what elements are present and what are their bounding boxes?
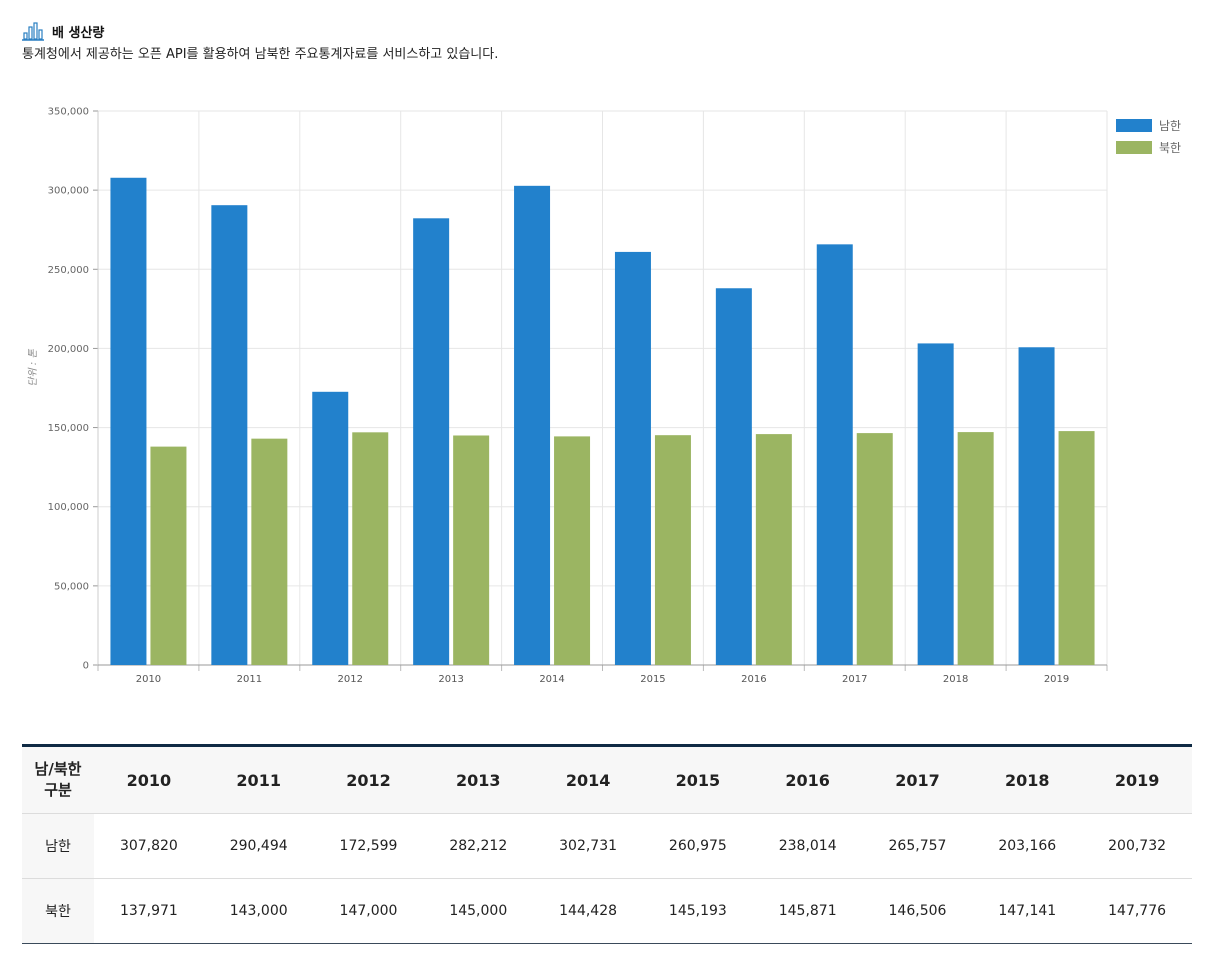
bar-north [957, 432, 994, 665]
bar-north [856, 433, 893, 665]
x-tick-label: 2014 [539, 674, 564, 685]
table-cell: 146,506 [888, 903, 947, 919]
table-cell: 145,193 [668, 903, 727, 919]
y-tick-label: 0 [83, 661, 89, 672]
legend-swatch [1116, 141, 1152, 154]
table-header-year: 2012 [313, 747, 424, 814]
table-header-year: 2010 [94, 747, 204, 814]
legend-label: 남한 [1159, 119, 1181, 133]
table-header-year: 2017 [862, 747, 973, 814]
x-tick-label: 2010 [136, 674, 161, 685]
table-cell: 302,731 [533, 813, 643, 879]
x-tick-label: 2015 [640, 674, 665, 685]
bar-south [514, 185, 551, 665]
y-tick-label: 200,000 [48, 344, 89, 355]
bar-chart-icon [22, 22, 44, 41]
y-tick-label: 300,000 [48, 186, 89, 197]
table-header-year: 2018 [972, 747, 1083, 814]
table-header-label: 남/북한 구분 [22, 747, 94, 814]
table-header-row: 남/북한 구분 2010 2011 2012 2013 2014 2015 20… [22, 747, 1192, 814]
bar-south [917, 343, 954, 665]
bar-north [150, 446, 187, 665]
bar-north [1058, 431, 1095, 665]
x-tick-label: 2012 [338, 674, 363, 685]
bar-south [614, 251, 651, 665]
bar-south [1018, 347, 1055, 665]
page-header: 배 생산량 통계청에서 제공하는 오픈 API를 활용하여 남북한 주요통계자료… [22, 20, 498, 62]
table-cell: 147,000 [339, 903, 398, 919]
table-header-year: 2016 [752, 747, 863, 814]
x-tick-label: 2013 [438, 674, 463, 685]
x-tick-label: 2011 [237, 674, 262, 685]
bar-south [816, 244, 853, 665]
table-header-year: 2013 [423, 747, 534, 814]
x-tick-label: 2018 [943, 674, 968, 685]
table-cell: 203,166 [972, 813, 1083, 879]
table-cell: 147,776 [1108, 903, 1167, 919]
bar-south [312, 391, 349, 665]
bar-north [352, 432, 389, 665]
x-tick-label: 2017 [842, 674, 867, 685]
title-row: 배 생산량 [22, 20, 498, 42]
table-row-south: 남한 307,820 290,494 172,599 282,212 302,7… [22, 813, 1192, 879]
table-cell: 290,494 [203, 813, 314, 879]
bar-chart: 0 50,000 100,000 150,000 200,000 250,000 300,0… [27, 107, 1181, 686]
y-tick-label: 50,000 [54, 581, 89, 592]
y-axis-label: 단위 : 톤 [27, 349, 39, 387]
x-tick-label: 2019 [1044, 674, 1069, 685]
bar-north [251, 438, 288, 665]
table-cell: 147,141 [998, 903, 1057, 919]
y-tick-label: 100,000 [48, 502, 89, 513]
table-cell: 238,014 [752, 813, 863, 879]
bar-south [413, 218, 450, 666]
table-cell: 172,599 [313, 813, 424, 879]
table-cell: 143,000 [229, 903, 288, 919]
bar-south [715, 288, 752, 665]
table-header-label-line2: 구분 [44, 781, 72, 799]
page-title: 배 생산량 [52, 25, 105, 41]
table-cell: 144,428 [559, 903, 618, 919]
bar-north [453, 435, 490, 665]
table-cell: 260,975 [642, 813, 753, 879]
table-header-year: 2015 [642, 747, 753, 814]
table-cell: 145,871 [778, 903, 837, 919]
table-cell: 307,820 [94, 813, 204, 879]
table-cell: 282,212 [423, 813, 534, 879]
x-tick-label: 2016 [741, 674, 766, 685]
y-tick-label: 350,000 [48, 107, 89, 118]
table-header-label-line1: 남/북한 [34, 760, 82, 778]
table-row-label: 남한 [22, 813, 94, 879]
table-row-north: 북한 137,971 143,000 147,000 145,000 144,4… [22, 878, 1192, 943]
y-tick-label: 150,000 [48, 423, 89, 434]
table-cell: 145,000 [449, 903, 508, 919]
table-cell: 200,732 [1082, 813, 1192, 879]
table-cell: 265,757 [862, 813, 973, 879]
data-table: 남/북한 구분 2010 2011 2012 2013 2014 2015 20… [22, 744, 1192, 944]
bar-north [554, 436, 591, 665]
table-row-label: 북한 [22, 878, 94, 943]
bar-north [654, 435, 691, 665]
table-header-year: 2019 [1082, 747, 1192, 814]
bar-south [211, 205, 248, 665]
bar-south [110, 177, 147, 665]
table-header-year: 2011 [203, 747, 314, 814]
table-cell: 137,971 [119, 903, 178, 919]
bar-north [755, 434, 792, 665]
legend-swatch [1116, 119, 1152, 132]
table-header-year: 2014 [533, 747, 643, 814]
y-tick-label: 250,000 [48, 265, 89, 276]
legend-label: 북한 [1159, 141, 1181, 155]
page-description: 통계청에서 제공하는 오픈 API를 활용하여 남북한 주요통계자료를 서비스하… [22, 47, 499, 62]
